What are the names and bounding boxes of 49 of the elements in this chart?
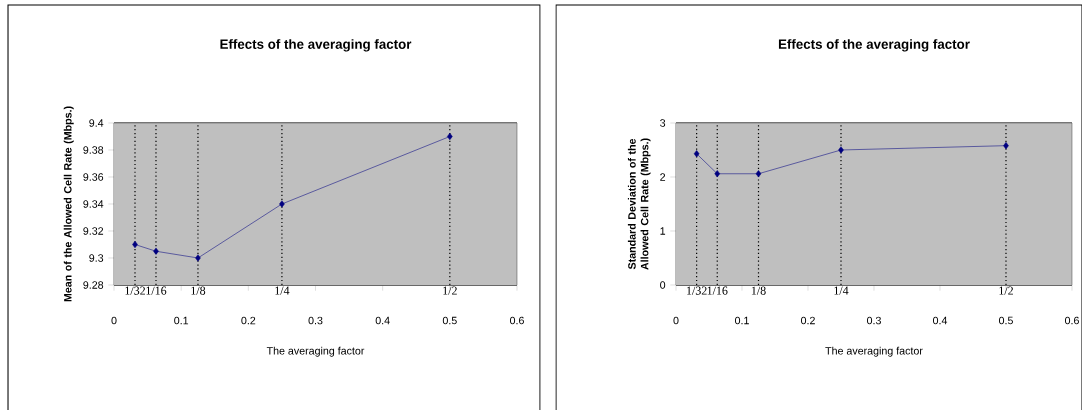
y-tick-label: 9.34 <box>83 200 104 208</box>
y-tick-label: 9.28 <box>83 281 104 289</box>
y-tick-label: 9.3 <box>89 254 104 262</box>
point <box>693 150 700 158</box>
text: 1/2 <box>443 286 457 295</box>
y-tick-label: 2 <box>660 173 666 181</box>
y-axis-title: Mean of the Allowed Cell Rate (Mbps.) <box>63 106 74 302</box>
chart-title: Effects of the averaging factor <box>220 39 412 52</box>
x-tick-label: 0.5 <box>442 316 457 325</box>
y-axis-title: Standard Deviation of the Allowed Cell Rate (Mbps.) <box>627 138 651 270</box>
x-tick-label: 0.6 <box>510 316 524 325</box>
y-tick-label: 9.4 <box>89 119 104 127</box>
y-tick-label: 3 <box>660 119 666 127</box>
x-tick-label: 0.2 <box>241 316 256 325</box>
x-tick-label: 0.3 <box>308 316 323 325</box>
point <box>279 200 285 208</box>
x-tick-label: 0.2 <box>801 316 815 325</box>
x-axis-title: The averaging factor <box>825 346 923 357</box>
x-tick-label: 0.1 <box>174 316 189 325</box>
x-tick-label: 0.1 <box>735 316 749 325</box>
point <box>153 247 159 255</box>
y-tick-label: 9.32 <box>83 227 104 235</box>
x-tick-label: 0.6 <box>1064 316 1079 325</box>
point <box>1003 142 1009 150</box>
x-axis-title: The averaging factor <box>266 346 365 357</box>
text: 1/8 <box>751 286 766 295</box>
text: 1/2 <box>999 286 1013 295</box>
x-tick-label: 0.5 <box>999 316 1013 325</box>
x-tick-label: 0 <box>111 316 117 325</box>
text: 1/8 <box>191 286 206 295</box>
chart-title: Effects of the averaging factor <box>778 39 970 52</box>
y-tick-label: 0 <box>660 281 666 289</box>
text: 1/16 <box>146 286 167 295</box>
point <box>838 146 844 154</box>
x-tick-label: 0.3 <box>867 316 881 325</box>
point <box>195 254 201 262</box>
text: 1/4 <box>275 286 290 295</box>
y-tick-label: 9.38 <box>83 146 104 154</box>
x-tick-label: 0.4 <box>375 316 390 325</box>
text: 1/32 <box>687 286 707 295</box>
y-tick-label: 1 <box>660 227 666 235</box>
point <box>755 170 762 178</box>
text: 1/32 <box>125 286 145 295</box>
y-tick-label: 9.36 <box>83 173 104 181</box>
point <box>714 170 721 178</box>
text: 1/4 <box>834 286 849 295</box>
x-tick-label: 0.4 <box>933 316 948 325</box>
x-tick-label: 0 <box>673 316 679 325</box>
text: 1/16 <box>707 286 728 295</box>
